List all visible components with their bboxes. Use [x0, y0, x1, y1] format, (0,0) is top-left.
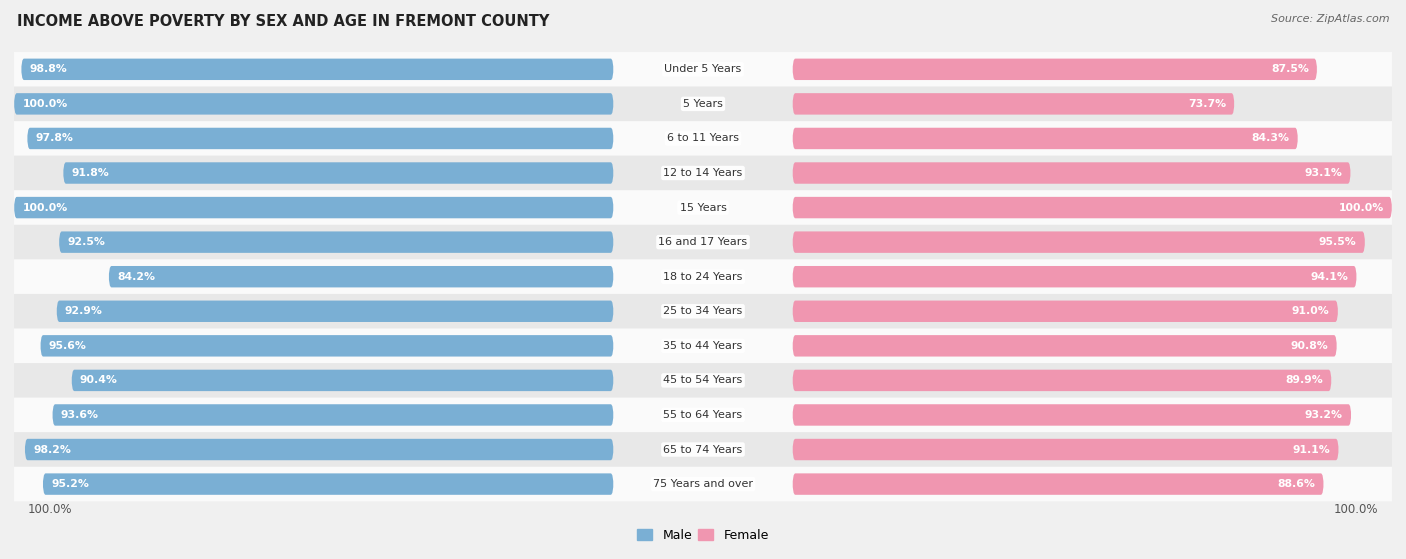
Text: 25 to 34 Years: 25 to 34 Years: [664, 306, 742, 316]
Text: 100.0%: 100.0%: [1334, 503, 1378, 516]
FancyBboxPatch shape: [63, 162, 613, 184]
FancyBboxPatch shape: [14, 52, 1392, 87]
Text: 94.1%: 94.1%: [1310, 272, 1348, 282]
Text: 98.2%: 98.2%: [34, 444, 70, 454]
FancyBboxPatch shape: [14, 467, 1392, 501]
FancyBboxPatch shape: [14, 93, 613, 115]
Text: 100.0%: 100.0%: [1339, 202, 1384, 212]
Text: 98.8%: 98.8%: [30, 64, 67, 74]
FancyBboxPatch shape: [14, 259, 1392, 294]
Text: Under 5 Years: Under 5 Years: [665, 64, 741, 74]
Text: 88.6%: 88.6%: [1278, 479, 1316, 489]
FancyBboxPatch shape: [14, 432, 1392, 467]
Text: 6 to 11 Years: 6 to 11 Years: [666, 134, 740, 144]
FancyBboxPatch shape: [14, 156, 1392, 190]
Text: 90.8%: 90.8%: [1291, 341, 1329, 351]
Text: 100.0%: 100.0%: [22, 99, 67, 109]
FancyBboxPatch shape: [108, 266, 613, 287]
FancyBboxPatch shape: [59, 231, 613, 253]
Text: 87.5%: 87.5%: [1271, 64, 1309, 74]
Text: 18 to 24 Years: 18 to 24 Years: [664, 272, 742, 282]
Text: 93.6%: 93.6%: [60, 410, 98, 420]
Text: Source: ZipAtlas.com: Source: ZipAtlas.com: [1271, 14, 1389, 24]
Text: 100.0%: 100.0%: [28, 503, 72, 516]
FancyBboxPatch shape: [41, 335, 613, 357]
Text: 93.2%: 93.2%: [1305, 410, 1343, 420]
Text: 95.6%: 95.6%: [49, 341, 87, 351]
Text: 55 to 64 Years: 55 to 64 Years: [664, 410, 742, 420]
Text: 15 Years: 15 Years: [679, 202, 727, 212]
Text: 93.1%: 93.1%: [1305, 168, 1343, 178]
Text: 45 to 54 Years: 45 to 54 Years: [664, 376, 742, 385]
FancyBboxPatch shape: [14, 121, 1392, 156]
Text: 75 Years and over: 75 Years and over: [652, 479, 754, 489]
FancyBboxPatch shape: [793, 197, 1392, 219]
Text: 89.9%: 89.9%: [1285, 376, 1323, 385]
Text: 84.3%: 84.3%: [1251, 134, 1289, 144]
FancyBboxPatch shape: [793, 335, 1337, 357]
Text: 5 Years: 5 Years: [683, 99, 723, 109]
FancyBboxPatch shape: [14, 87, 1392, 121]
FancyBboxPatch shape: [793, 473, 1323, 495]
FancyBboxPatch shape: [14, 294, 1392, 329]
FancyBboxPatch shape: [793, 301, 1339, 322]
FancyBboxPatch shape: [21, 59, 613, 80]
FancyBboxPatch shape: [793, 93, 1234, 115]
Text: 100.0%: 100.0%: [22, 202, 67, 212]
Text: 73.7%: 73.7%: [1188, 99, 1226, 109]
FancyBboxPatch shape: [14, 197, 613, 219]
FancyBboxPatch shape: [793, 369, 1331, 391]
FancyBboxPatch shape: [27, 128, 613, 149]
Text: 91.0%: 91.0%: [1292, 306, 1330, 316]
FancyBboxPatch shape: [56, 301, 613, 322]
FancyBboxPatch shape: [14, 190, 1392, 225]
FancyBboxPatch shape: [793, 266, 1357, 287]
FancyBboxPatch shape: [25, 439, 613, 460]
FancyBboxPatch shape: [14, 363, 1392, 397]
FancyBboxPatch shape: [793, 404, 1351, 425]
Text: 92.5%: 92.5%: [67, 237, 105, 247]
Text: 16 and 17 Years: 16 and 17 Years: [658, 237, 748, 247]
FancyBboxPatch shape: [793, 59, 1317, 80]
FancyBboxPatch shape: [793, 162, 1351, 184]
Text: 91.8%: 91.8%: [72, 168, 110, 178]
Legend: Male, Female: Male, Female: [633, 524, 773, 547]
FancyBboxPatch shape: [72, 369, 613, 391]
Text: 12 to 14 Years: 12 to 14 Years: [664, 168, 742, 178]
FancyBboxPatch shape: [793, 128, 1298, 149]
FancyBboxPatch shape: [793, 231, 1365, 253]
Text: 95.5%: 95.5%: [1319, 237, 1357, 247]
Text: INCOME ABOVE POVERTY BY SEX AND AGE IN FREMONT COUNTY: INCOME ABOVE POVERTY BY SEX AND AGE IN F…: [17, 14, 550, 29]
FancyBboxPatch shape: [793, 439, 1339, 460]
FancyBboxPatch shape: [14, 225, 1392, 259]
Text: 95.2%: 95.2%: [51, 479, 89, 489]
FancyBboxPatch shape: [14, 397, 1392, 432]
Text: 35 to 44 Years: 35 to 44 Years: [664, 341, 742, 351]
Text: 92.9%: 92.9%: [65, 306, 103, 316]
Text: 91.1%: 91.1%: [1292, 444, 1330, 454]
Text: 84.2%: 84.2%: [117, 272, 155, 282]
Text: 97.8%: 97.8%: [35, 134, 73, 144]
FancyBboxPatch shape: [14, 329, 1392, 363]
FancyBboxPatch shape: [52, 404, 613, 425]
Text: 90.4%: 90.4%: [80, 376, 118, 385]
FancyBboxPatch shape: [42, 473, 613, 495]
Text: 65 to 74 Years: 65 to 74 Years: [664, 444, 742, 454]
